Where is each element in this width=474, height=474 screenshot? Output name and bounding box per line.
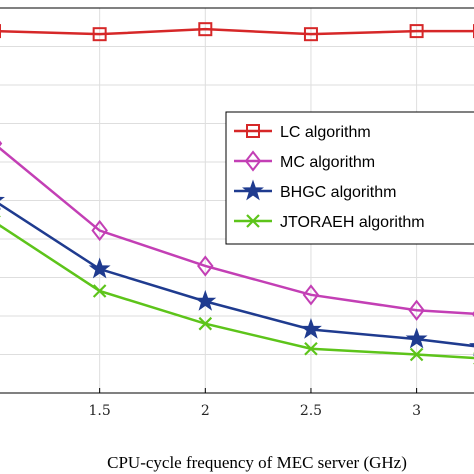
data-point [92, 284, 107, 298]
data-point [409, 24, 424, 39]
legend: LC algorithm MC algorithm BHGC algorithm JT… [225, 111, 474, 245]
x-axis-ticks: 1.5 2 2.5 3 [89, 388, 421, 419]
x-tick-label: 1.5 [89, 403, 111, 419]
x-axis-label: CPU-cycle frequency of MEC server (GHz) [107, 453, 407, 472]
x-tick-label: 2.5 [300, 403, 322, 419]
data-point [304, 341, 318, 356]
series-line [0, 224, 474, 360]
legend-entry: BHGC algorithm [234, 179, 396, 201]
data-point [409, 347, 424, 362]
series-group [0, 22, 474, 365]
legend-label: BHGC algorithm [280, 184, 396, 201]
series-4 [0, 215, 474, 365]
legend-entry: MC algorithm [234, 150, 375, 172]
series-2 [0, 140, 474, 321]
data-point [303, 27, 318, 42]
series-1 [0, 22, 474, 42]
legend-marker [244, 150, 262, 172]
data-point [88, 257, 111, 279]
data-point [300, 317, 322, 339]
legend-entry: JTORAEH algorithm [234, 214, 425, 231]
x-tick-label: 2 [201, 403, 210, 419]
data-point [92, 27, 107, 42]
legend-marker [246, 124, 260, 138]
series-line [0, 202, 474, 348]
data-point [198, 22, 213, 37]
data-point [469, 343, 474, 357]
legend-label: MC algorithm [280, 154, 375, 171]
series-line [0, 27, 474, 36]
series-line [0, 146, 474, 315]
legend-entry: LC algorithm [234, 124, 371, 141]
series-3 [0, 196, 474, 357]
data-point [194, 289, 217, 311]
data-point [302, 284, 320, 306]
legend-label: LC algorithm [280, 124, 371, 141]
legend-marker [242, 179, 264, 201]
data-point [405, 327, 428, 349]
data-point [408, 299, 425, 321]
data-point [197, 255, 214, 277]
data-point [0, 196, 5, 210]
plot-frame [0, 7, 474, 394]
legend-marker [246, 214, 260, 228]
legend-label: JTORAEH algorithm [280, 214, 425, 231]
data-point [198, 316, 213, 331]
data-point [91, 219, 108, 242]
x-tick-label: 3 [412, 403, 421, 419]
